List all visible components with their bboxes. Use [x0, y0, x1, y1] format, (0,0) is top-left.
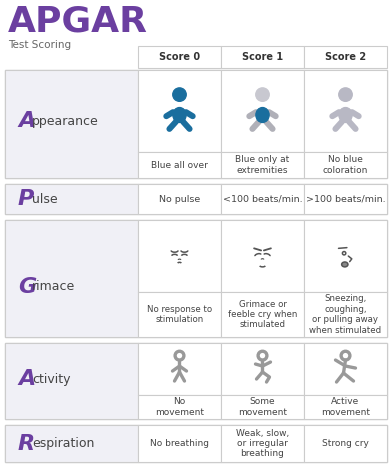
- Bar: [5, 343, 387, 419]
- Bar: [304, 152, 387, 178]
- Text: Score 0: Score 0: [159, 52, 200, 62]
- Text: A: A: [18, 369, 35, 389]
- Ellipse shape: [256, 107, 269, 122]
- Text: APGAR: APGAR: [8, 5, 148, 39]
- Bar: [138, 46, 221, 68]
- Bar: [5, 184, 387, 214]
- Text: Test Scoring: Test Scoring: [8, 40, 71, 50]
- Text: Score 1: Score 1: [242, 52, 283, 62]
- Bar: [221, 425, 304, 462]
- Text: Some
movement: Some movement: [238, 397, 287, 417]
- Text: <100 beats/min.: <100 beats/min.: [223, 194, 302, 204]
- Text: G: G: [18, 277, 36, 297]
- Bar: [304, 292, 387, 337]
- Bar: [221, 220, 304, 292]
- Bar: [5, 70, 138, 178]
- Bar: [304, 220, 387, 292]
- Ellipse shape: [342, 262, 348, 267]
- Text: No response to
stimulation: No response to stimulation: [147, 305, 212, 324]
- Ellipse shape: [173, 107, 186, 122]
- Bar: [5, 220, 138, 337]
- Bar: [138, 425, 221, 462]
- Bar: [5, 343, 138, 419]
- Bar: [221, 395, 304, 419]
- Text: rimace: rimace: [32, 280, 75, 293]
- Bar: [304, 70, 387, 152]
- Bar: [221, 343, 304, 395]
- Bar: [221, 292, 304, 337]
- Bar: [138, 184, 221, 214]
- Bar: [5, 184, 138, 214]
- Bar: [138, 292, 221, 337]
- Bar: [304, 425, 387, 462]
- Bar: [138, 70, 221, 152]
- Text: Weak, slow,
or irregular
breathing: Weak, slow, or irregular breathing: [236, 429, 289, 458]
- Circle shape: [173, 88, 186, 101]
- Bar: [5, 425, 387, 462]
- Text: Active
movement: Active movement: [321, 397, 370, 417]
- Circle shape: [256, 88, 269, 101]
- Bar: [221, 70, 304, 152]
- Text: ulse: ulse: [32, 193, 58, 206]
- Circle shape: [339, 88, 352, 101]
- Text: ppearance: ppearance: [32, 114, 99, 127]
- Text: espiration: espiration: [32, 437, 94, 450]
- Text: Grimace or
feeble cry when
stimulated: Grimace or feeble cry when stimulated: [228, 299, 297, 329]
- Bar: [138, 343, 221, 395]
- Text: ctivity: ctivity: [32, 372, 71, 385]
- Text: R: R: [18, 433, 35, 453]
- Bar: [5, 220, 387, 337]
- Text: P: P: [18, 189, 34, 209]
- Bar: [304, 395, 387, 419]
- Text: Blue only at
extremities: Blue only at extremities: [235, 155, 290, 175]
- Bar: [221, 46, 304, 68]
- Bar: [138, 220, 221, 292]
- Text: No breathing: No breathing: [150, 439, 209, 448]
- Text: Score 2: Score 2: [325, 52, 366, 62]
- Text: Blue all over: Blue all over: [151, 160, 208, 170]
- Text: Strong cry: Strong cry: [322, 439, 369, 448]
- Bar: [5, 425, 138, 462]
- Text: >100 beats/min.: >100 beats/min.: [306, 194, 385, 204]
- Text: No
movement: No movement: [155, 397, 204, 417]
- Bar: [304, 46, 387, 68]
- Bar: [5, 70, 387, 178]
- Bar: [304, 343, 387, 395]
- Bar: [221, 152, 304, 178]
- Bar: [221, 184, 304, 214]
- Bar: [138, 395, 221, 419]
- Text: Sneezing,
coughing,
or pulling away
when stimulated: Sneezing, coughing, or pulling away when…: [309, 294, 381, 335]
- Bar: [138, 152, 221, 178]
- Text: A: A: [18, 111, 35, 131]
- Ellipse shape: [339, 107, 352, 122]
- Bar: [304, 184, 387, 214]
- Text: No blue
coloration: No blue coloration: [323, 155, 368, 175]
- Text: No pulse: No pulse: [159, 194, 200, 204]
